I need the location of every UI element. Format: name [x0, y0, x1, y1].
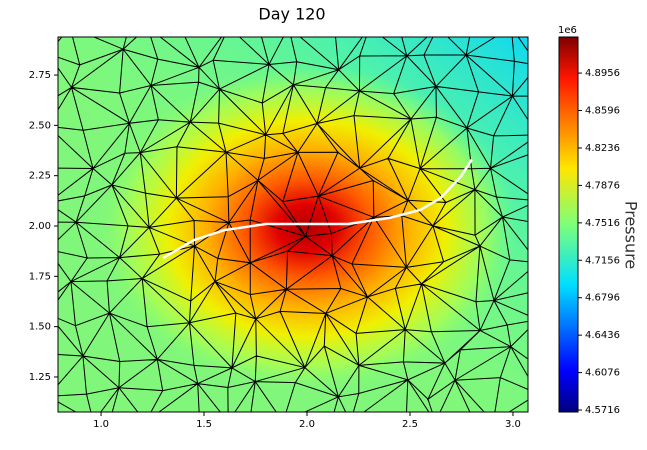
colorbar-tick-label: 4.6076	[585, 368, 620, 379]
colorbar-tick-label: 4.6436	[585, 330, 620, 341]
y-tick-label: 1.75	[29, 271, 51, 282]
colorbar-tick-label: 4.8236	[585, 143, 620, 154]
colorbar-tick-label: 4.7876	[585, 180, 620, 191]
y-tick-label: 2.25	[29, 171, 51, 182]
plot-frame	[57, 36, 529, 413]
x-tick-label: 3.0	[505, 419, 521, 430]
colorbar-tick-label: 4.8956	[585, 68, 620, 79]
colorbar-tick-label: 4.6796	[585, 293, 620, 304]
y-tick-label: 1.25	[29, 372, 51, 383]
colorbar	[558, 36, 579, 413]
x-tick-label: 1.0	[93, 419, 109, 430]
fracture-line	[162, 158, 473, 260]
colorbar-tick-label: 4.5716	[585, 405, 620, 416]
mesh	[58, 37, 528, 412]
offset-label: 1e6	[558, 25, 577, 36]
y-tick-label: 2.50	[29, 120, 51, 131]
mesh-lines	[58, 37, 528, 412]
colorbar-tick-label: 4.7156	[585, 255, 620, 266]
y-tick-label: 2.00	[29, 221, 51, 232]
x-tick-label: 2.5	[402, 419, 418, 430]
y-tick-label: 1.50	[29, 322, 51, 333]
x-tick-label: 1.5	[196, 419, 212, 430]
x-tick-label: 2.0	[299, 419, 315, 430]
colorbar-label: Pressure	[622, 201, 641, 269]
y-tick-label: 2.75	[29, 70, 51, 81]
colorbar-tick-label: 4.8596	[585, 106, 620, 117]
colorbar-tick-label: 4.7516	[585, 218, 620, 229]
chart-title: Day 120	[258, 5, 325, 24]
